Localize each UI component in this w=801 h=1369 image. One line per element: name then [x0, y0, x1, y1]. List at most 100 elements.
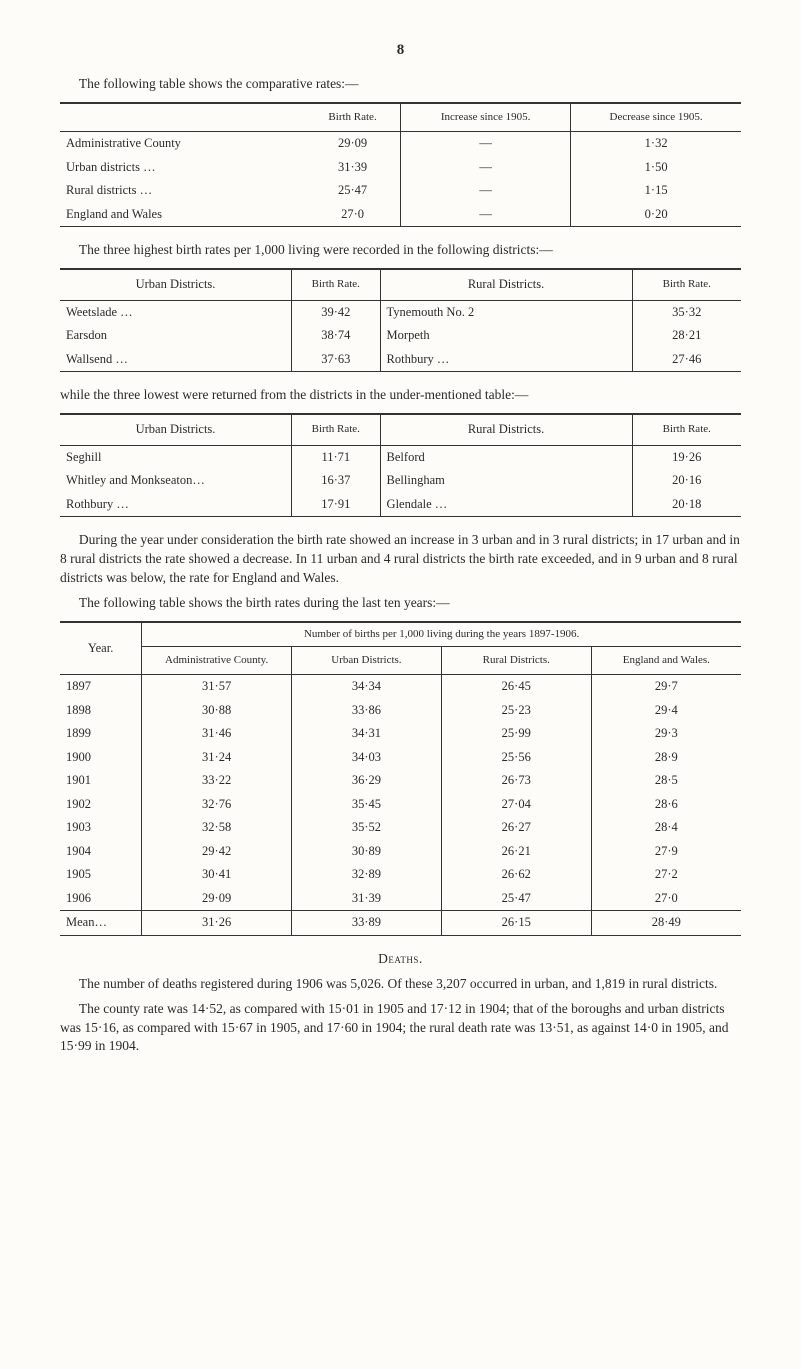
table-row: 1903 32·58 35·52 26·27 28·4 [60, 816, 741, 840]
t4-r9-c1: 29·09 [142, 887, 292, 911]
t4-r5-c0: 1902 [60, 793, 142, 817]
t4-mean-c3: 26·15 [441, 911, 591, 936]
t4-h3: England and Wales. [591, 647, 741, 675]
t2-r2-c3: 27·46 [632, 348, 741, 372]
deaths-heading: Deaths. [60, 950, 741, 969]
t4-r4-c2: 36·29 [292, 769, 442, 793]
t1-r1-c2: — [400, 156, 570, 180]
t3-r1-c1: 16·37 [292, 469, 381, 493]
para-7: The county rate was 14·52, as compared w… [60, 1000, 741, 1057]
t2-r1-c3: 28·21 [632, 324, 741, 348]
table-row: England and Wales 27·0 — 0·20 [60, 203, 741, 227]
table-row: 1899 31·46 34·31 25·99 29·3 [60, 722, 741, 746]
t4-r6-c0: 1903 [60, 816, 142, 840]
para-6: The number of deaths registered during 1… [60, 975, 741, 994]
t4-r0-c4: 29·7 [591, 675, 741, 699]
table-row: Seghill 11·71 Belford 19·26 [60, 445, 741, 469]
table-row: Wallsend … 37·63 Rothbury … 27·46 [60, 348, 741, 372]
t3-r0-c1: 11·71 [292, 445, 381, 469]
t3-r2-c0: Rothbury … [60, 493, 292, 517]
t3-r0-c0: Seghill [60, 445, 292, 469]
table-row: 1897 31·57 34·34 26·45 29·7 [60, 675, 741, 699]
t4-r2-c3: 25·99 [441, 722, 591, 746]
t4-r5-c2: 35·45 [292, 793, 442, 817]
table-row: 1905 30·41 32·89 26·62 27·2 [60, 863, 741, 887]
t4-r6-c1: 32·58 [142, 816, 292, 840]
page-number: 8 [60, 40, 741, 61]
t2-h1: Birth Rate. [292, 269, 381, 300]
t4-r4-c3: 26·73 [441, 769, 591, 793]
t1-r2-c0: Rural districts … [60, 179, 305, 203]
table-row: Rothbury … 17·91 Glendale … 20·18 [60, 493, 741, 517]
t4-r3-c1: 31·24 [142, 746, 292, 770]
table-row: Urban districts … 31·39 — 1·50 [60, 156, 741, 180]
t3-r2-c2: Glendale … [380, 493, 632, 517]
t4-r9-c3: 25·47 [441, 887, 591, 911]
t1-r3-c2: — [400, 203, 570, 227]
table-lowest-rates: Urban Districts. Birth Rate. Rural Distr… [60, 413, 741, 517]
t2-r0-c3: 35·32 [632, 300, 741, 324]
t1-r0-c1: 29·09 [305, 132, 400, 156]
t4-h0: Administrative County. [142, 647, 292, 675]
t4-r8-c3: 26·62 [441, 863, 591, 887]
t3-h2: Rural Districts. [380, 414, 632, 445]
t3-h0: Urban Districts. [60, 414, 292, 445]
t4-r9-c0: 1906 [60, 887, 142, 911]
t1-r1-c1: 31·39 [305, 156, 400, 180]
table-ten-years: Year. Number of births per 1,000 living … [60, 621, 741, 936]
table-comparative-rates: Birth Rate. Increase since 1905. Decreas… [60, 102, 741, 227]
t4-r3-c2: 34·03 [292, 746, 442, 770]
t1-r0-c2: — [400, 132, 570, 156]
table-row: Administrative County 29·09 — 1·32 [60, 132, 741, 156]
table-row: 1898 30·88 33·86 25·23 29·4 [60, 699, 741, 723]
t2-r0-c2: Tynemouth No. 2 [380, 300, 632, 324]
table-mean-row: Mean… 31·26 33·89 26·15 28·49 [60, 911, 741, 936]
t2-r2-c1: 37·63 [292, 348, 381, 372]
t4-h1: Urban Districts. [292, 647, 442, 675]
t4-mean-c4: 28·49 [591, 911, 741, 936]
table-row: Whitley and Monkseaton… 16·37 Bellingham… [60, 469, 741, 493]
t4-r8-c0: 1905 [60, 863, 142, 887]
t4-mean-c2: 33·89 [292, 911, 442, 936]
t1-r0-c0: Administrative County [60, 132, 305, 156]
table-row: 1902 32·76 35·45 27·04 28·6 [60, 793, 741, 817]
t3-r0-c2: Belford [380, 445, 632, 469]
para-3: while the three lowest were returned fro… [60, 386, 741, 405]
t4-r2-c0: 1899 [60, 722, 142, 746]
t4-spanning: Number of births per 1,000 living during… [142, 622, 741, 647]
t4-r8-c2: 32·89 [292, 863, 442, 887]
t4-r1-c0: 1898 [60, 699, 142, 723]
table-row: Earsdon 38·74 Morpeth 28·21 [60, 324, 741, 348]
t4-r1-c4: 29·4 [591, 699, 741, 723]
t4-h2: Rural Districts. [441, 647, 591, 675]
t4-r0-c0: 1897 [60, 675, 142, 699]
t4-r9-c2: 31·39 [292, 887, 442, 911]
t1-r0-c3: 1·32 [571, 132, 741, 156]
t4-r3-c3: 25·56 [441, 746, 591, 770]
t4-r2-c1: 31·46 [142, 722, 292, 746]
t4-r0-c1: 31·57 [142, 675, 292, 699]
t4-r0-c3: 26·45 [441, 675, 591, 699]
table-row: 1904 29·42 30·89 26·21 27·9 [60, 840, 741, 864]
t4-r8-c4: 27·2 [591, 863, 741, 887]
table-row: Weetslade … 39·42 Tynemouth No. 2 35·32 [60, 300, 741, 324]
intro-text-1: The following table shows the comparativ… [60, 75, 741, 94]
t2-r2-c2: Rothbury … [380, 348, 632, 372]
t1-r2-c2: — [400, 179, 570, 203]
t4-r1-c3: 25·23 [441, 699, 591, 723]
t4-r5-c4: 28·6 [591, 793, 741, 817]
t1-r3-c1: 27·0 [305, 203, 400, 227]
t1-r3-c0: England and Wales [60, 203, 305, 227]
table-row: 1901 33·22 36·29 26·73 28·5 [60, 769, 741, 793]
t4-r2-c4: 29·3 [591, 722, 741, 746]
para-2: The three highest birth rates per 1,000 … [60, 241, 741, 260]
t4-r7-c3: 26·21 [441, 840, 591, 864]
t3-r1-c2: Bellingham [380, 469, 632, 493]
t3-h1: Birth Rate. [292, 414, 381, 445]
t4-r3-c0: 1900 [60, 746, 142, 770]
t2-h3: Birth Rate. [632, 269, 741, 300]
t4-r7-c1: 29·42 [142, 840, 292, 864]
t3-r2-c3: 20·18 [632, 493, 741, 517]
t4-r1-c1: 30·88 [142, 699, 292, 723]
t3-r1-c0: Whitley and Monkseaton… [60, 469, 292, 493]
